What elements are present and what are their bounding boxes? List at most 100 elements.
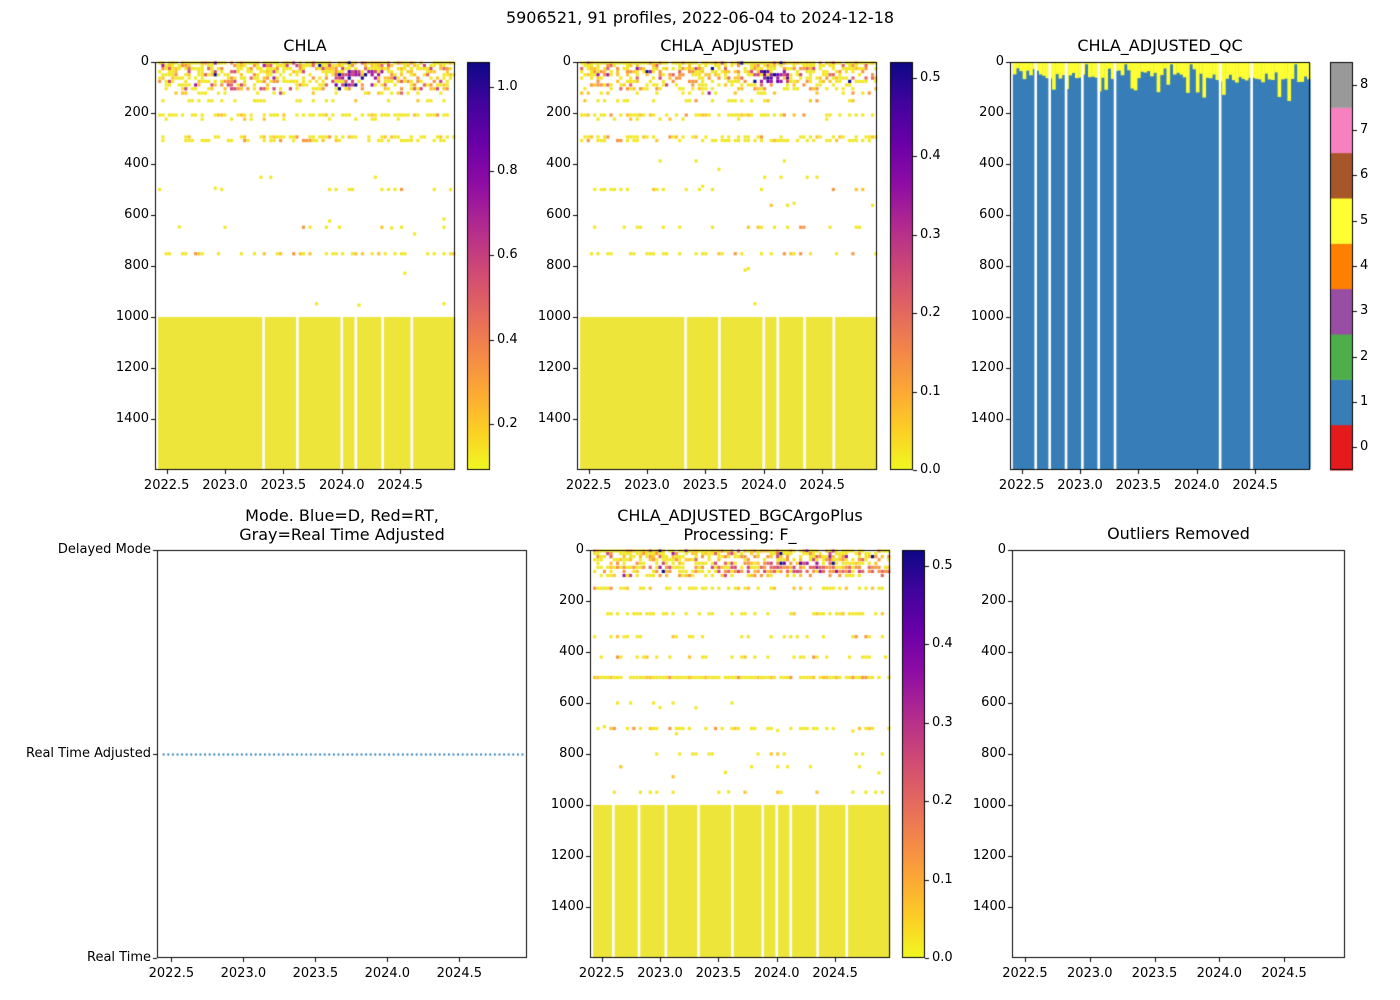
y-tick-label: 400	[981, 644, 1006, 659]
colorbar-tick-label: 0.4	[920, 148, 941, 164]
colorbar-tick-label: 0.5	[932, 557, 953, 573]
y-tick-label: 1000	[115, 309, 149, 324]
y-tick-label: 800	[559, 746, 584, 761]
y-tick-label: 400	[124, 156, 149, 171]
figure-title: 5906521, 91 profiles, 2022-06-04 to 2024…	[505, 8, 895, 27]
colorbar-tick-label: 0.0	[932, 950, 953, 965]
y-tick-label: 1200	[550, 848, 584, 863]
y-tick-label: 0	[140, 54, 149, 69]
x-tick-label: 2023.5	[1131, 966, 1178, 981]
y-tick-label: 800	[124, 258, 149, 273]
colorbar-tick-label: 0.2	[932, 793, 953, 809]
x-tick-label: 2024.0	[1174, 478, 1220, 493]
y-tick-label: 200	[981, 593, 1006, 608]
x-tick-label: 2023.0	[202, 478, 248, 493]
x-tick-label: 2024.5	[1232, 478, 1278, 493]
colorbar-tick-label: 0.8	[497, 163, 518, 179]
y-tick-label: 200	[559, 593, 584, 608]
y-tick-label: 800	[981, 746, 1006, 761]
subplot-title-outliers-removed: Outliers Removed	[1107, 524, 1250, 543]
y-tick-label: 400	[559, 644, 584, 659]
x-tick-label: 2024.0	[1196, 966, 1243, 981]
colorbar-tick-label: 0.6	[497, 247, 518, 263]
colorbar-tick-label: 0.3	[920, 226, 941, 242]
y-tick-label: 1200	[972, 848, 1006, 863]
x-tick-label: 2023.5	[682, 478, 729, 493]
x-tick-label: 2022.5	[565, 478, 612, 493]
y-tick-label: Real Time Adjusted	[26, 746, 151, 761]
x-tick-label: 2024.0	[364, 966, 411, 981]
colorbar-tick-label: 0.2	[497, 415, 518, 431]
x-tick-label: 2022.5	[148, 966, 195, 981]
y-tick-label: 1400	[550, 899, 584, 914]
y-tick-label: 600	[124, 207, 149, 222]
colorbar-tick-label: 0.4	[932, 636, 953, 652]
subplot-title-chla-adjusted-qc: CHLA_ADJUSTED_QC	[1077, 36, 1243, 55]
x-tick-label: 2024.5	[1261, 966, 1307, 981]
x-tick-label: 2024.0	[754, 966, 800, 981]
y-tick-label: 600	[559, 695, 584, 710]
y-tick-label: 400	[979, 156, 1004, 171]
colorbar-tick-label: 5	[1360, 212, 1369, 228]
y-tick-label: 0	[995, 54, 1004, 69]
y-tick-label: 1400	[970, 411, 1004, 426]
x-tick-label: 2023.0	[624, 478, 670, 493]
y-tick-label: 200	[124, 105, 149, 120]
x-tick-label: 2024.0	[319, 478, 365, 493]
y-tick-label: 1400	[972, 899, 1006, 914]
colorbar-tick-label: 0.5	[920, 69, 941, 85]
x-tick-label: 2023.0	[220, 966, 267, 981]
colorbar-tick-label: 0.3	[932, 714, 953, 730]
subplot-title-chla-adjusted: CHLA_ADJUSTED	[660, 36, 794, 55]
x-tick-label: 2024.5	[799, 478, 845, 493]
colorbar-tick-label: 7	[1360, 122, 1369, 137]
y-tick-label: 0	[575, 542, 584, 557]
colorbar-tick-label: 0.1	[932, 871, 953, 887]
x-tick-label: 2023.5	[292, 966, 339, 981]
subplot-title-mode: Mode. Blue=D, Red=RT, Gray=Real Time Adj…	[239, 506, 445, 544]
colorbar-tick-label: 3	[1360, 303, 1369, 319]
y-tick-label: 400	[546, 156, 571, 171]
colorbar-tick-label: 0.0	[920, 462, 941, 477]
y-tick-label: 600	[546, 207, 571, 222]
y-tick-label: 1400	[537, 411, 571, 426]
y-tick-label: 1000	[972, 797, 1006, 812]
x-tick-label: 2023.5	[1115, 478, 1162, 493]
x-tick-label: 2024.5	[436, 966, 483, 981]
y-tick-label: 1200	[115, 360, 149, 375]
colorbar-tick-label: 4	[1360, 258, 1369, 273]
y-tick-label: Delayed Mode	[57, 542, 151, 557]
y-tick-label: 800	[979, 258, 1004, 273]
y-tick-label: 1400	[115, 411, 149, 426]
y-tick-label: 800	[546, 258, 571, 273]
x-tick-label: 2024.5	[377, 478, 423, 493]
x-tick-label: 2022.5	[578, 966, 625, 981]
y-tick-label: 200	[546, 105, 571, 120]
colorbar-tick-label: 1.0	[497, 79, 518, 95]
x-tick-label: 2023.0	[1057, 478, 1103, 493]
y-tick-label: 1200	[970, 360, 1004, 375]
colorbar-tick-label: 0.4	[497, 331, 518, 347]
colorbar-tick-label: 8	[1360, 76, 1369, 92]
x-tick-label: 2023.0	[637, 966, 683, 981]
colorbar-tick-label: 0	[1360, 439, 1369, 455]
x-tick-label: 2022.5	[998, 478, 1045, 493]
y-tick-label: 1000	[550, 797, 584, 812]
colorbar-tick-label: 6	[1360, 167, 1369, 183]
y-tick-label: Real Time	[87, 950, 151, 965]
x-tick-label: 2024.5	[812, 966, 858, 981]
colorbar-tick-label: 2	[1360, 348, 1369, 364]
y-tick-label: 200	[979, 105, 1004, 120]
subplot-title-bgcargoplus: CHLA_ADJUSTED_BGCArgoPlus Processing: F_	[617, 506, 863, 544]
colorbar-tick-label: 1	[1360, 394, 1369, 409]
colorbar-tick-label: 0.1	[920, 383, 941, 399]
colorbar-tick-label: 0.2	[920, 305, 941, 321]
y-tick-label: 1000	[537, 309, 571, 324]
y-tick-label: 0	[997, 542, 1006, 557]
x-tick-label: 2024.0	[741, 478, 787, 493]
x-tick-label: 2023.5	[260, 478, 307, 493]
subplot-title-chla: CHLA	[283, 36, 327, 55]
y-tick-label: 0	[562, 54, 571, 69]
